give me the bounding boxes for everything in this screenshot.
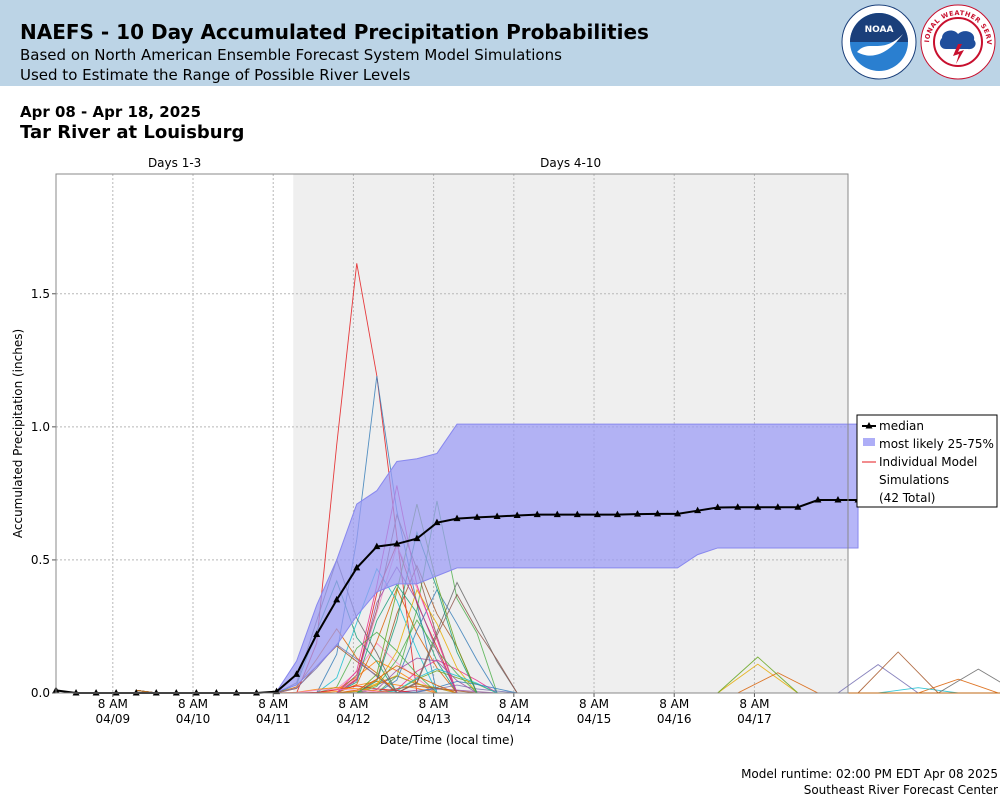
median-point [172, 689, 180, 696]
location-title: Tar River at Louisburg [20, 122, 245, 143]
legend-box [856, 414, 998, 508]
x-tick-time: 8 AM [579, 697, 609, 711]
median-point [593, 510, 601, 518]
x-tick-date: 04/17 [737, 712, 772, 726]
x-tick-date: 04/12 [336, 712, 371, 726]
x-axis-label: Date/Time (local time) [380, 733, 514, 747]
forecast-center: Southeast River Forecast Center [803, 783, 998, 797]
page-subtitle-2: Used to Estimate the Range of Possible R… [20, 66, 411, 84]
median-point [413, 534, 421, 542]
median-point [353, 563, 361, 571]
page-title: NAEFS - 10 Day Accumulated Precipitation… [20, 20, 649, 44]
median-point [674, 509, 682, 517]
noaa-logo-text: NOAA [865, 25, 894, 35]
legend-members-count: (42 Total) [879, 491, 935, 505]
median-point [192, 689, 200, 696]
median-point [473, 513, 481, 520]
median-point [253, 689, 261, 696]
median-point [92, 689, 100, 696]
header-banner: NAEFS - 10 Day Accumulated Precipitation… [0, 0, 1000, 86]
median-point [112, 689, 120, 696]
period-label: Days 4-10 [540, 156, 601, 170]
median-point [654, 509, 662, 517]
y-axis-label: Accumulated Precipitation (inches) [11, 329, 25, 538]
median-point [814, 496, 822, 503]
legend: median most likely 25-75% Individual Model… [856, 414, 998, 508]
model-runtime: Model runtime: 02:00 PM EDT Apr 08 2025 [741, 767, 998, 781]
median-point [232, 689, 240, 696]
x-tick-time: 8 AM [739, 697, 769, 711]
x-tick-date: 04/16 [657, 712, 692, 726]
x-tick-date: 04/13 [416, 712, 451, 726]
period-label: Days 1-3 [148, 156, 201, 170]
x-tick-time: 8 AM [659, 697, 689, 711]
median-point [734, 503, 742, 510]
median-point [694, 506, 702, 514]
x-tick-date: 04/09 [96, 712, 131, 726]
y-tick-label: 0.0 [31, 686, 50, 700]
x-tick-time: 8 AM [419, 697, 449, 711]
median-point [633, 510, 641, 517]
median-point [533, 510, 541, 518]
x-tick-date: 04/11 [256, 712, 291, 726]
x-tick-time: 8 AM [98, 697, 128, 711]
median-point [152, 689, 160, 696]
x-tick-date: 04/14 [497, 712, 532, 726]
median-point [212, 689, 220, 696]
median-point [72, 689, 80, 696]
x-tick-time: 8 AM [499, 697, 529, 711]
median-point [393, 539, 401, 547]
x-tick-time: 8 AM [338, 697, 368, 711]
legend-members-label: Individual Model [879, 455, 977, 469]
median-point [493, 512, 501, 520]
median-point [293, 670, 301, 677]
median-point [613, 510, 621, 518]
noaa-logo[interactable]: NOAA [841, 4, 917, 80]
median-point [132, 689, 140, 696]
legend-band-label: most likely 25-75% [879, 437, 994, 451]
nws-logo[interactable]: NATIONAL WEATHER SERVICE [920, 4, 996, 80]
median-point [754, 503, 762, 510]
page-subtitle: Based on North American Ensemble Forecas… [20, 46, 562, 64]
median-point [453, 514, 461, 522]
legend-median-label: median [879, 419, 924, 433]
median-point [794, 503, 802, 510]
x-tick-time: 8 AM [178, 697, 208, 711]
y-tick-label: 0.5 [31, 553, 50, 567]
median-point [313, 630, 321, 637]
x-tick-date: 04/15 [577, 712, 612, 726]
date-range: Apr 08 - Apr 18, 2025 [20, 103, 202, 121]
median-point [834, 496, 842, 503]
x-tick-date: 04/10 [176, 712, 211, 726]
median-point [433, 518, 441, 526]
median-point [573, 510, 581, 518]
y-tick-label: 1.5 [31, 287, 50, 301]
median-point [333, 595, 341, 603]
plot-frame [55, 173, 849, 694]
median-point [553, 510, 561, 518]
median-point [714, 503, 722, 510]
x-tick-time: 8 AM [258, 697, 288, 711]
legend-band-swatch [863, 438, 875, 446]
y-tick-label: 1.0 [31, 420, 50, 434]
median-point [373, 542, 381, 550]
median-point [774, 503, 782, 510]
legend-members-label-2: Simulations [879, 473, 949, 487]
median-point [513, 511, 521, 518]
legend-median-marker [865, 422, 873, 429]
